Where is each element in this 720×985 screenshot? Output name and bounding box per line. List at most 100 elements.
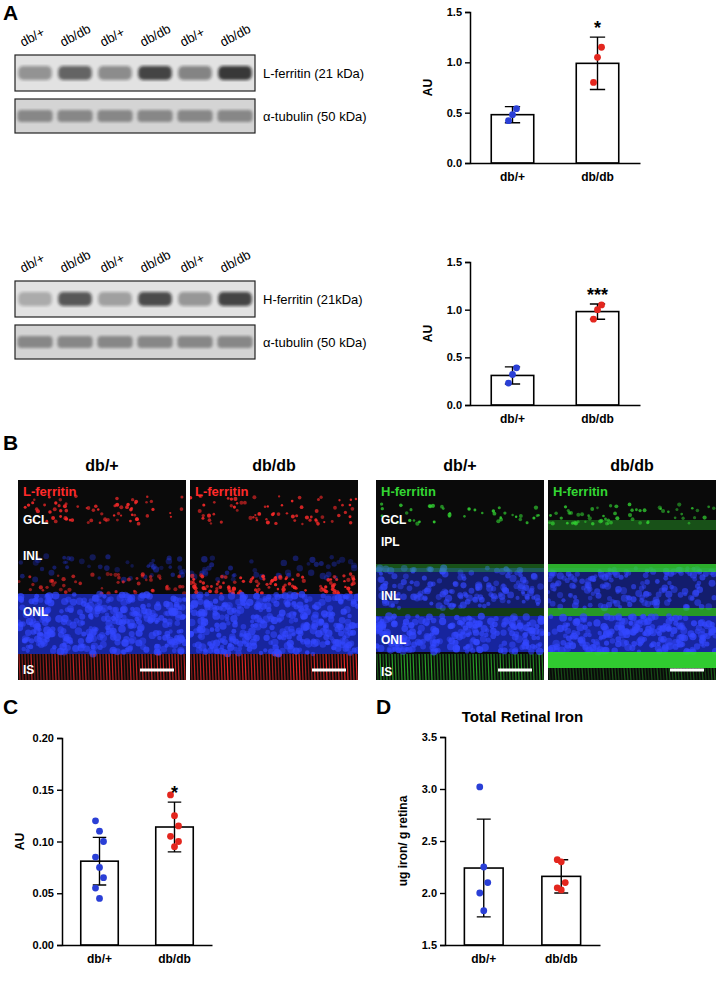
- cell-nucleus: [604, 518, 607, 521]
- cell-nucleus: [694, 599, 701, 606]
- cell-nucleus: [565, 578, 570, 583]
- inner-segment: [260, 654, 261, 680]
- cell-nucleus: [37, 628, 41, 632]
- cell-nucleus: [116, 519, 119, 522]
- cell-nucleus: [351, 600, 358, 607]
- cell-nucleus: [569, 511, 573, 515]
- loading-band: [57, 110, 92, 122]
- inner-segment: [344, 654, 345, 680]
- cell-nucleus: [271, 617, 278, 624]
- inner-segment: [296, 654, 297, 680]
- cell-nucleus: [133, 514, 136, 517]
- cell-nucleus: [228, 592, 235, 599]
- cell-nucleus: [418, 617, 425, 624]
- inner-segment: [106, 654, 107, 680]
- cell-nucleus: [536, 636, 540, 640]
- cell-nucleus: [596, 506, 599, 509]
- cell-nucleus: [92, 627, 97, 632]
- cell-nucleus: [604, 572, 610, 578]
- cell-nucleus: [257, 512, 261, 516]
- inner-segment: [19, 654, 20, 680]
- cell-nucleus: [133, 591, 137, 595]
- inner-segment: [416, 654, 417, 680]
- inner-segment: [407, 654, 408, 680]
- cell-nucleus: [146, 514, 150, 518]
- cell-nucleus: [49, 631, 56, 638]
- cell-nucleus: [332, 561, 337, 566]
- layer-label: IS: [23, 663, 34, 677]
- stain-label: H-ferritin: [381, 484, 436, 499]
- cell-nucleus: [143, 647, 149, 653]
- cell-nucleus: [153, 566, 159, 572]
- tissue-layer: [548, 564, 716, 572]
- cell-nucleus: [219, 595, 225, 601]
- cell-nucleus: [515, 596, 519, 600]
- scale-bar: [140, 669, 174, 672]
- cell-nucleus: [281, 560, 287, 566]
- micrograph: [187, 480, 361, 680]
- cell-nucleus: [64, 509, 68, 513]
- layer-label: INL: [23, 549, 42, 563]
- cell-nucleus: [199, 580, 202, 583]
- cell-nucleus: [269, 582, 272, 585]
- cell-nucleus: [279, 610, 286, 617]
- inner-segment: [46, 654, 47, 680]
- cell-nucleus: [349, 521, 353, 525]
- cell-nucleus: [204, 592, 209, 597]
- cell-nucleus: [466, 615, 471, 620]
- inner-segment: [323, 654, 324, 680]
- inner-segment: [43, 654, 44, 680]
- cell-nucleus: [712, 507, 715, 510]
- cell-nucleus: [675, 508, 678, 511]
- inner-segment: [163, 654, 164, 680]
- inner-segment: [109, 654, 110, 680]
- cell-nucleus: [665, 591, 672, 598]
- cell-nucleus: [150, 500, 153, 503]
- cell-nucleus: [304, 608, 311, 615]
- cell-nucleus: [63, 516, 67, 520]
- cell-nucleus: [549, 514, 552, 517]
- cell-nucleus: [265, 630, 270, 635]
- cell-nucleus: [457, 620, 462, 625]
- cell-nucleus: [119, 592, 126, 599]
- cell-nucleus: [287, 646, 295, 654]
- cell-nucleus: [403, 574, 409, 580]
- inner-segment: [305, 654, 306, 680]
- inner-segment: [157, 654, 158, 680]
- cell-nucleus: [473, 629, 479, 635]
- inner-segment: [464, 654, 465, 680]
- cell-nucleus: [474, 639, 480, 645]
- inner-segment: [536, 654, 537, 680]
- inner-segment: [479, 654, 480, 680]
- cell-nucleus: [259, 574, 265, 580]
- cell-nucleus: [78, 638, 84, 644]
- cell-nucleus: [178, 636, 185, 643]
- layer-label: GCL: [23, 513, 48, 527]
- cell-nucleus: [134, 500, 138, 504]
- cell-nucleus: [515, 515, 517, 517]
- inner-segment: [503, 654, 504, 680]
- cell-nucleus: [231, 608, 236, 613]
- cell-nucleus: [220, 575, 224, 579]
- cell-nucleus: [232, 573, 236, 577]
- cell-nucleus: [65, 517, 69, 521]
- blot-band: [18, 292, 52, 306]
- inner-segment: [242, 654, 243, 680]
- cell-nucleus: [423, 597, 427, 601]
- inner-segment: [55, 654, 56, 680]
- cell-nucleus: [645, 601, 651, 607]
- cell-nucleus: [274, 576, 277, 579]
- inner-segment: [257, 654, 258, 680]
- lane-label: db/+: [17, 24, 47, 49]
- cell-nucleus: [271, 513, 274, 516]
- cell-nucleus: [321, 593, 326, 598]
- cell-nucleus: [437, 638, 443, 644]
- inner-segment: [115, 654, 116, 680]
- cell-nucleus: [337, 514, 341, 518]
- cell-nucleus: [120, 514, 122, 516]
- cell-nucleus: [130, 507, 133, 510]
- cell-nucleus: [298, 591, 305, 598]
- cell-nucleus: [52, 565, 56, 569]
- cell-nucleus: [191, 610, 197, 616]
- panel-label: B: [3, 431, 18, 454]
